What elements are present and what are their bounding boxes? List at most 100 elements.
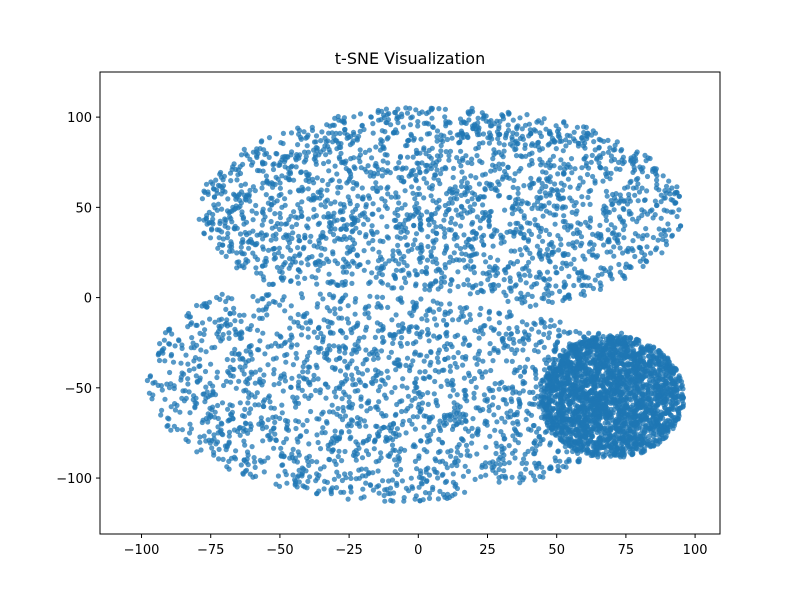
scatter-point: [186, 367, 192, 373]
scatter-point: [233, 448, 239, 454]
scatter-point: [449, 377, 456, 383]
scatter-point: [492, 167, 498, 173]
scatter-point: [592, 147, 598, 153]
scatter-point: [369, 223, 375, 229]
scatter-point: [410, 167, 416, 173]
scatter-point: [655, 237, 661, 243]
scatter-point: [319, 177, 325, 184]
scatter-point: [371, 446, 377, 452]
scatter-point: [491, 147, 497, 153]
scatter-point: [357, 230, 363, 236]
scatter-point: [376, 490, 382, 496]
scatter-point: [229, 244, 235, 250]
scatter-point: [268, 405, 274, 411]
scatter-point: [410, 213, 416, 219]
scatter-point: [179, 427, 185, 433]
scatter-point: [532, 477, 538, 483]
scatter-point: [513, 197, 519, 203]
scatter-point: [326, 258, 332, 265]
scatter-point: [454, 155, 460, 161]
scatter-point: [476, 181, 482, 187]
scatter-point: [274, 151, 280, 157]
scatter-point: [510, 117, 516, 123]
scatter-point: [209, 345, 215, 351]
scatter-point: [188, 426, 194, 432]
scatter-point: [425, 332, 431, 338]
scatter-point: [250, 217, 256, 223]
scatter-point: [374, 431, 381, 437]
scatter-point: [262, 351, 268, 357]
scatter-point: [205, 189, 211, 195]
scatter-point: [506, 460, 512, 466]
scatter-point: [375, 258, 382, 264]
scatter-point: [667, 191, 673, 197]
scatter-point: [337, 201, 344, 207]
scatter-point: [503, 331, 509, 337]
scatter-point: [232, 456, 239, 462]
scatter-point: [279, 410, 285, 416]
scatter-point: [328, 178, 334, 184]
scatter-point: [269, 281, 276, 287]
scatter-point: [521, 294, 528, 300]
scatter-point: [423, 413, 429, 419]
scatter-point: [480, 270, 486, 276]
scatter-point: [556, 327, 562, 333]
scatter-point: [374, 484, 380, 490]
scatter-point: [547, 365, 553, 371]
scatter-point: [394, 462, 400, 468]
scatter-point: [499, 415, 505, 421]
scatter-point: [191, 366, 197, 372]
scatter-point: [476, 348, 482, 354]
scatter-point: [394, 234, 400, 240]
scatter-point: [404, 385, 410, 391]
scatter-point: [237, 231, 244, 237]
scatter-point: [299, 470, 305, 476]
scatter-point: [460, 155, 466, 162]
scatter-point: [658, 199, 664, 205]
scatter-point: [528, 175, 534, 181]
scatter-point: [290, 394, 296, 400]
scatter-point: [437, 488, 443, 494]
scatter-point: [202, 327, 208, 333]
scatter-point: [301, 244, 307, 250]
scatter-point: [240, 470, 246, 476]
scatter-point: [552, 221, 558, 227]
scatter-point: [368, 482, 374, 488]
scatter-point: [263, 232, 270, 238]
scatter-point: [339, 315, 345, 321]
scatter-point: [583, 124, 589, 130]
scatter-point: [441, 133, 447, 139]
scatter-point: [473, 175, 479, 181]
scatter-point: [277, 162, 283, 168]
scatter-point: [159, 387, 165, 393]
scatter-point: [658, 232, 664, 238]
scatter-point: [322, 199, 329, 205]
scatter-point: [598, 265, 604, 271]
scatter-point: [247, 156, 253, 162]
scatter-point: [554, 205, 560, 212]
scatter-point: [660, 173, 666, 179]
scatter-point: [278, 191, 284, 197]
scatter-point: [219, 206, 225, 212]
scatter-point: [494, 419, 500, 425]
scatter-point: [293, 164, 299, 170]
scatter-point: [509, 358, 515, 364]
scatter-point: [166, 341, 173, 347]
scatter-point: [542, 324, 548, 330]
scatter-point: [381, 492, 387, 499]
scatter-point: [458, 183, 465, 189]
scatter-point: [668, 401, 675, 407]
scatter-point: [330, 122, 336, 128]
scatter-point: [462, 489, 468, 495]
scatter-point: [392, 457, 398, 463]
scatter-point: [402, 188, 408, 194]
scatter-point: [476, 335, 482, 341]
scatter-point: [653, 185, 660, 191]
scatter-point: [567, 184, 573, 190]
scatter-point: [350, 186, 356, 192]
scatter-point: [488, 168, 494, 174]
scatter-point: [301, 376, 307, 382]
scatter-point: [366, 195, 373, 201]
scatter-point: [429, 105, 435, 112]
scatter-point: [364, 408, 370, 414]
